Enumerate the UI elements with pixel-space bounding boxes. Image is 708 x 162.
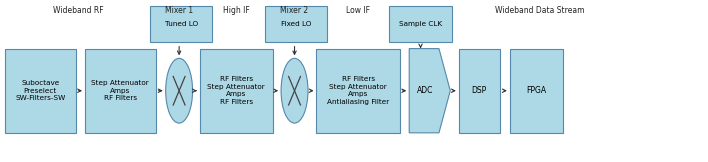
Text: Mixer 1: Mixer 1 [165, 6, 193, 16]
Text: Sample CLK: Sample CLK [399, 21, 442, 27]
FancyBboxPatch shape [389, 6, 452, 42]
Ellipse shape [281, 58, 308, 123]
Text: DSP: DSP [472, 86, 487, 95]
Text: Step Attenuator
Amps
RF Filters: Step Attenuator Amps RF Filters [91, 80, 149, 101]
Text: RF Filters
Step Attenuator
Amps
RF Filters: RF Filters Step Attenuator Amps RF Filte… [207, 76, 265, 105]
Polygon shape [409, 49, 450, 133]
FancyBboxPatch shape [200, 49, 273, 133]
FancyBboxPatch shape [459, 49, 500, 133]
FancyBboxPatch shape [510, 49, 563, 133]
Text: RF Filters
Step Attenuator
Amps
Antialiasing Filter: RF Filters Step Attenuator Amps Antialia… [327, 76, 389, 105]
Text: Mixer 2: Mixer 2 [280, 6, 309, 16]
Text: Suboctave
Preselect
SW-Filters-SW: Suboctave Preselect SW-Filters-SW [16, 80, 65, 101]
Ellipse shape [166, 58, 193, 123]
Text: High IF: High IF [223, 6, 250, 16]
Text: Wideband Data Stream: Wideband Data Stream [495, 6, 584, 16]
Text: Tuned LO: Tuned LO [165, 21, 198, 27]
FancyBboxPatch shape [85, 49, 156, 133]
FancyBboxPatch shape [5, 49, 76, 133]
FancyBboxPatch shape [265, 6, 327, 42]
Text: FPGA: FPGA [526, 86, 547, 95]
Text: ADC: ADC [417, 86, 433, 95]
Text: Wideband RF: Wideband RF [52, 6, 103, 16]
Text: Fixed LO: Fixed LO [281, 21, 311, 27]
Text: Low IF: Low IF [346, 6, 370, 16]
FancyBboxPatch shape [150, 6, 212, 42]
FancyBboxPatch shape [316, 49, 400, 133]
